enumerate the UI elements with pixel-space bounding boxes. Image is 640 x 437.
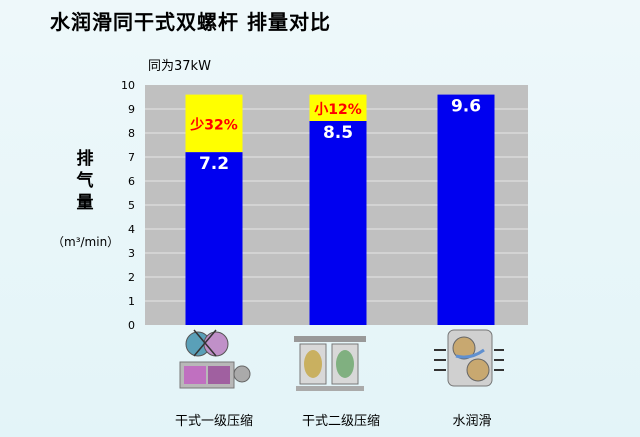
chart-subtitle: 同为37kW	[148, 59, 211, 74]
y-tick-label: 2	[128, 271, 135, 284]
gap-highlight	[185, 94, 243, 153]
y-tick-label: 6	[128, 175, 135, 188]
dry-single-stage-compressor-icon	[176, 328, 252, 392]
bar	[309, 121, 367, 325]
y-tick-label: 5	[128, 199, 135, 212]
data-label: 8.5	[323, 123, 353, 143]
y-tick-label: 1	[128, 295, 135, 308]
water-lubricated-compressor-icon	[430, 326, 506, 390]
y-tick-label: 10	[121, 79, 135, 92]
y-tick-label: 0	[128, 319, 135, 332]
category-label: 干式二级压缩	[301, 414, 380, 429]
bar	[437, 94, 495, 325]
gap-label: 小12%	[314, 102, 362, 118]
y-axis-unit: （m³/min）	[52, 235, 120, 249]
y-tick-label: 7	[128, 151, 135, 164]
y-tick-label: 8	[128, 127, 135, 140]
y-axis-label: 排气量	[76, 149, 94, 213]
dry-two-stage-compressor-icon	[292, 330, 368, 394]
y-tick-label: 9	[128, 103, 135, 116]
category-label: 水润滑	[452, 414, 492, 429]
data-label: 7.2	[199, 154, 229, 174]
gap-label: 少32%	[189, 116, 238, 133]
y-tick-label: 3	[128, 247, 135, 260]
data-label: 9.6	[451, 97, 481, 117]
gap-highlight	[309, 94, 367, 121]
y-tick-label: 4	[128, 223, 135, 236]
page-title: 水润滑同干式双螺杆 排量对比	[50, 10, 331, 34]
bar	[185, 152, 243, 325]
category-label: 干式一级压缩	[174, 414, 253, 429]
